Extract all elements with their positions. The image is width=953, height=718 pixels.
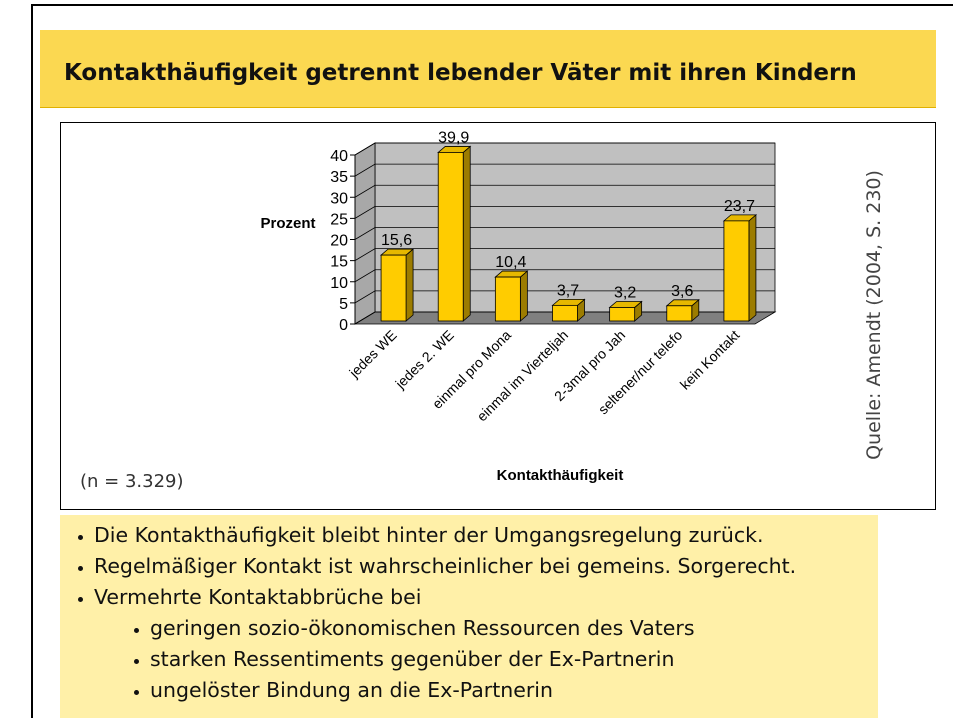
bar-side bbox=[405, 248, 414, 322]
bullet-list: Die Kontakthäufigkeit bleibt hinter der … bbox=[60, 515, 878, 718]
y-tick-label: 0 bbox=[339, 317, 348, 334]
y-tick-label: 20 bbox=[330, 233, 348, 250]
grid-line bbox=[354, 163, 775, 177]
bar-side bbox=[519, 270, 528, 322]
grid-line bbox=[354, 248, 775, 261]
bar bbox=[665, 298, 700, 322]
bar-front bbox=[666, 305, 693, 322]
bar bbox=[551, 298, 586, 322]
bar-front bbox=[437, 152, 464, 322]
y-tick-label: 15 bbox=[330, 254, 348, 271]
value-label: 3,7 bbox=[557, 282, 579, 299]
grid-line bbox=[354, 205, 775, 219]
slide-title: Kontakthäufigkeit getrennt lebender Väte… bbox=[40, 30, 936, 108]
x-tick-label: jedes WE bbox=[345, 327, 399, 381]
source: Quelle: Amendt (2004, S. 230) bbox=[863, 170, 885, 460]
y-axis-title: Prozent bbox=[260, 215, 315, 232]
y-tick-label: 30 bbox=[330, 190, 348, 207]
bar bbox=[379, 248, 415, 322]
bar-side bbox=[748, 213, 757, 322]
grid-line bbox=[354, 227, 775, 240]
sub-bullet: geringen sozio-ökonomischen Ressourcen d… bbox=[134, 616, 878, 647]
value-label: 23,7 bbox=[724, 198, 755, 215]
value-label: 3,2 bbox=[614, 284, 636, 301]
value-label: 39,9 bbox=[438, 129, 469, 146]
note: (n = 3.329) bbox=[80, 471, 184, 492]
y-tick-label: 5 bbox=[339, 296, 348, 313]
bullet: Die Kontakthäufigkeit bleibt hinter der … bbox=[78, 523, 878, 554]
sub-bullet: ungelöster Bindung an die Ex-Partnerin bbox=[134, 678, 878, 709]
grid-line bbox=[354, 290, 775, 304]
y-tick-label: 40 bbox=[330, 148, 348, 165]
grid-line bbox=[354, 184, 775, 198]
value-label: 15,6 bbox=[381, 232, 412, 249]
bar bbox=[608, 300, 643, 322]
bar bbox=[494, 270, 529, 322]
bullet: Vermehrte Kontaktabbrüche bei bbox=[78, 585, 878, 616]
grid-line bbox=[354, 269, 775, 283]
bullet: Regelmäßiger Kontakt ist wahrscheinliche… bbox=[78, 554, 878, 585]
bar bbox=[437, 145, 472, 322]
bar-front bbox=[494, 276, 521, 322]
x-axis-title: Kontakthäufigkeit bbox=[497, 467, 624, 484]
bar-front bbox=[723, 220, 750, 322]
sub-bullet: starken Ressentiments gegenüber der Ex-P… bbox=[134, 647, 878, 678]
bar-front bbox=[552, 304, 578, 322]
value-label: 3,6 bbox=[671, 283, 693, 300]
bar-side bbox=[462, 145, 471, 322]
x-tick-label: kein Kontakt bbox=[677, 327, 743, 393]
y-tick-label: 25 bbox=[330, 211, 348, 228]
frame bbox=[31, 4, 953, 718]
bar bbox=[722, 213, 758, 322]
grid-line bbox=[354, 142, 775, 156]
y-tick-label: 10 bbox=[330, 275, 348, 292]
value-label: 10,4 bbox=[495, 254, 526, 271]
bar-front bbox=[380, 254, 407, 322]
y-tick-label: 35 bbox=[330, 169, 348, 186]
bar-front bbox=[609, 307, 636, 322]
